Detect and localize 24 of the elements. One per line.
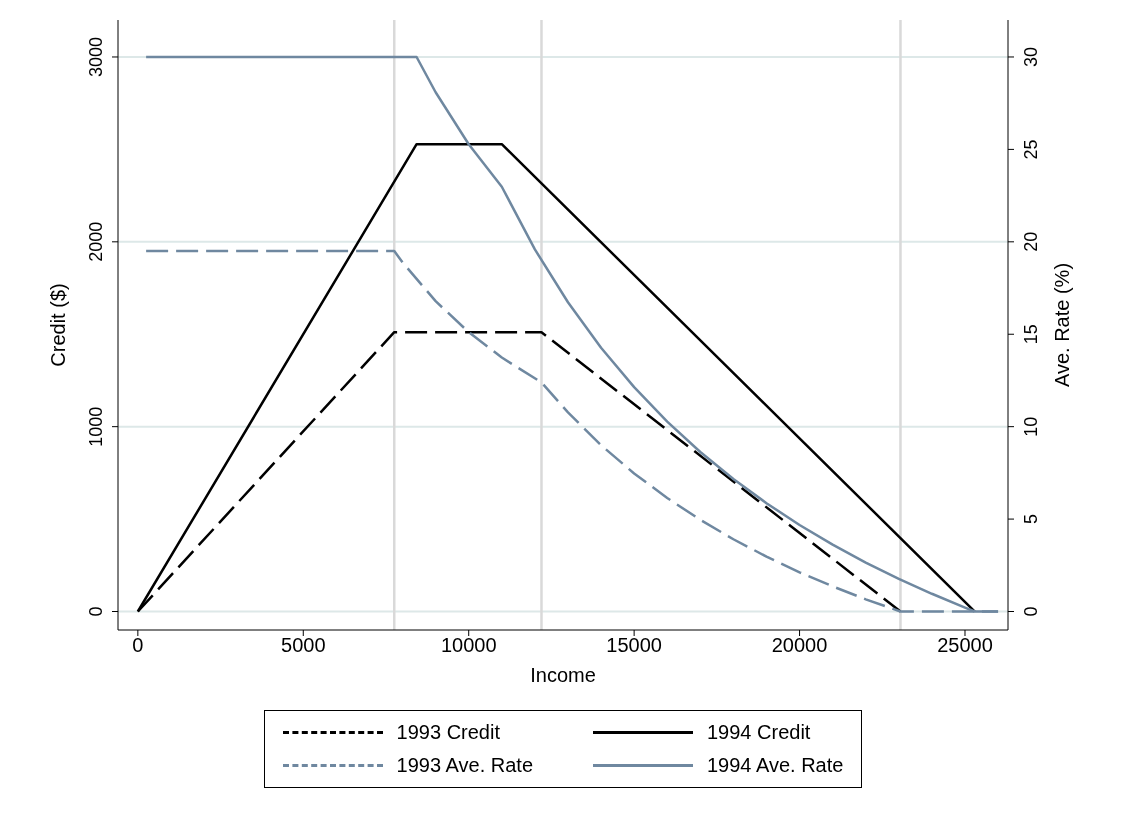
y-axis-title: Credit ($): [47, 283, 70, 367]
legend-label: 1994 Credit: [707, 721, 811, 744]
y2-axis-title: Ave. Rate (%): [1051, 262, 1074, 388]
x-tick-label: 10000: [440, 634, 497, 657]
y-tick-label: 2000: [86, 221, 106, 262]
x-tick-label: 15000: [606, 634, 662, 657]
legend-label: 1993 Ave. Rate: [396, 754, 533, 777]
y2-tick-label: 10: [1020, 416, 1041, 437]
legend-label: 1993 Credit: [396, 721, 500, 744]
x-axis-title: Income: [530, 664, 596, 686]
x-tick-label: 25000: [937, 634, 993, 657]
y-tick-label: 3000: [86, 36, 106, 77]
y-tick-label: 0: [86, 606, 106, 617]
y2-tick-label: 5: [1020, 514, 1041, 525]
legend-label: 1994 Ave. Rate: [707, 754, 844, 777]
y2-tick-label: 25: [1020, 139, 1041, 160]
y2-tick-label: 30: [1020, 46, 1041, 67]
x-tick-label: 20000: [771, 634, 828, 657]
y2-tick-label: 20: [1020, 231, 1041, 252]
y2-tick-label: 15: [1020, 324, 1041, 345]
x-tick-label: 5000: [281, 634, 326, 657]
y-tick-label: 1000: [86, 406, 106, 447]
x-tick-label: 0: [132, 634, 144, 657]
y2-tick-label: 0: [1020, 606, 1041, 617]
